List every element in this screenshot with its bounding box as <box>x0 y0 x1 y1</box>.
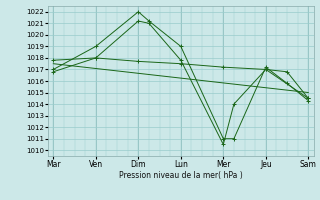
X-axis label: Pression niveau de la mer( hPa ): Pression niveau de la mer( hPa ) <box>119 171 243 180</box>
